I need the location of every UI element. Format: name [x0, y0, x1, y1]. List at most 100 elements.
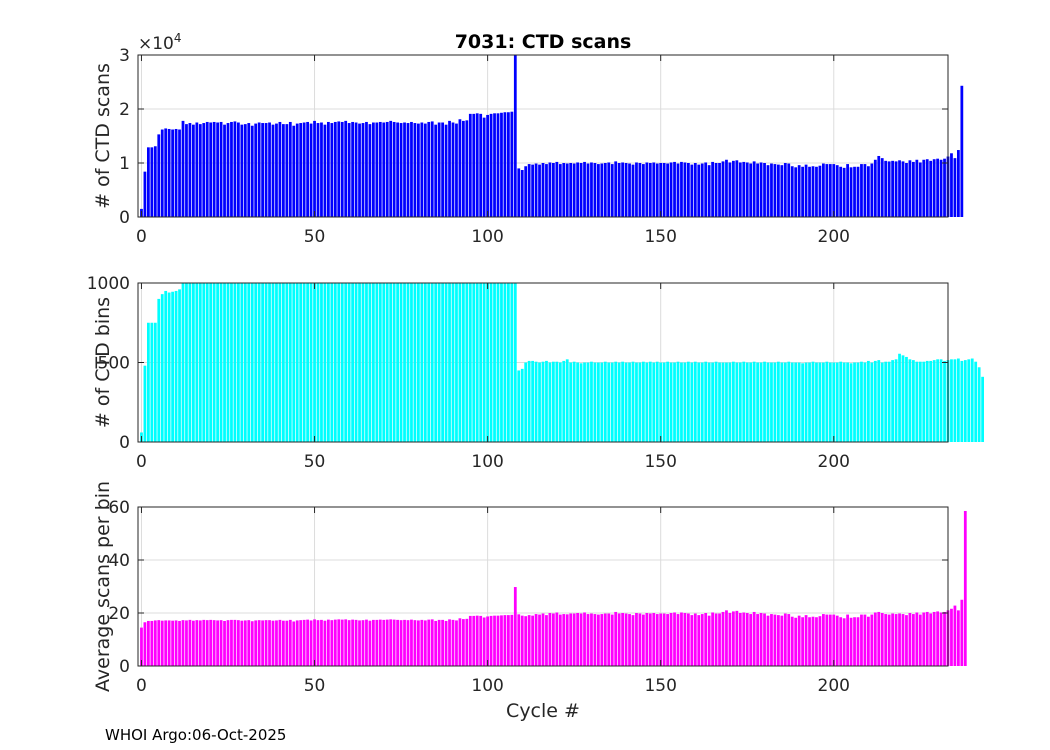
bar	[365, 283, 368, 442]
bar	[922, 361, 926, 442]
bar	[545, 164, 548, 217]
bar	[264, 620, 268, 666]
bar	[953, 605, 957, 666]
bar	[967, 359, 971, 442]
bar	[403, 283, 406, 442]
bar	[527, 615, 531, 666]
x-tick-label: 100	[471, 227, 503, 247]
bar	[475, 615, 479, 666]
bar	[884, 160, 888, 217]
bar	[150, 620, 154, 666]
bar	[240, 124, 244, 217]
bar	[673, 362, 676, 442]
bar	[275, 620, 278, 666]
bar	[586, 362, 590, 442]
bar	[444, 620, 448, 666]
bar	[558, 362, 562, 442]
bar	[607, 613, 611, 666]
bar	[531, 164, 534, 217]
bar	[697, 164, 701, 217]
bar	[361, 620, 365, 666]
bar	[209, 283, 213, 442]
bar	[704, 613, 708, 666]
bar	[399, 283, 403, 442]
bar	[683, 162, 687, 217]
bar	[358, 283, 361, 442]
y-tick-label: 3	[119, 46, 130, 66]
bar	[828, 164, 832, 217]
bar	[811, 616, 815, 666]
bar	[538, 614, 541, 666]
bar	[957, 610, 960, 666]
bar	[777, 615, 780, 666]
bar	[375, 283, 379, 442]
bar	[327, 619, 330, 667]
bar	[226, 123, 230, 217]
bar	[147, 322, 150, 442]
bar	[905, 615, 908, 666]
bar	[392, 283, 396, 442]
bar	[846, 362, 849, 442]
bar	[808, 166, 811, 217]
bar	[347, 123, 351, 217]
bar	[662, 362, 666, 442]
bar	[423, 123, 427, 217]
bar	[500, 283, 503, 442]
bar	[863, 164, 867, 217]
bar	[759, 613, 763, 666]
bar	[503, 615, 507, 666]
bar	[783, 163, 787, 217]
bar	[593, 362, 597, 442]
bar	[524, 362, 528, 442]
bar	[534, 614, 538, 666]
bar	[552, 163, 555, 217]
bar	[458, 283, 462, 442]
bar	[531, 360, 534, 442]
bar	[700, 163, 704, 217]
bar	[198, 283, 202, 442]
bar	[150, 322, 154, 442]
bar	[763, 163, 766, 217]
bar	[693, 163, 697, 217]
bar	[908, 160, 912, 217]
bar	[347, 283, 351, 442]
chart-title: 7031: CTD scans	[455, 31, 632, 53]
bar	[292, 283, 296, 442]
bar	[822, 362, 825, 442]
bar	[915, 361, 919, 442]
bar	[185, 283, 188, 442]
bar	[337, 619, 341, 666]
bar	[842, 618, 846, 666]
bar	[351, 283, 354, 442]
x-axis-label: Cycle #	[506, 700, 580, 722]
bar	[399, 620, 403, 666]
bar	[586, 614, 590, 666]
bar	[413, 123, 417, 217]
bar	[873, 612, 877, 666]
bar	[801, 617, 804, 666]
bar	[562, 614, 566, 666]
bar	[631, 164, 635, 217]
bar	[832, 362, 836, 442]
bar	[732, 361, 735, 442]
bar	[295, 620, 299, 666]
bar	[645, 362, 649, 442]
bar	[624, 362, 628, 442]
bar	[462, 619, 465, 666]
bar	[666, 614, 669, 666]
bar	[372, 619, 375, 666]
bar	[783, 362, 787, 442]
bar	[950, 608, 953, 666]
bar	[261, 283, 264, 442]
bar	[503, 112, 507, 217]
bar	[451, 619, 455, 666]
y-axis-label-bins: # of CTD bins	[92, 297, 114, 428]
bar	[340, 619, 344, 667]
bar	[645, 162, 649, 217]
bar	[714, 361, 718, 442]
bar	[932, 360, 936, 442]
bar	[662, 613, 666, 666]
bar	[174, 290, 178, 442]
bar	[333, 283, 337, 442]
bar	[153, 322, 157, 442]
